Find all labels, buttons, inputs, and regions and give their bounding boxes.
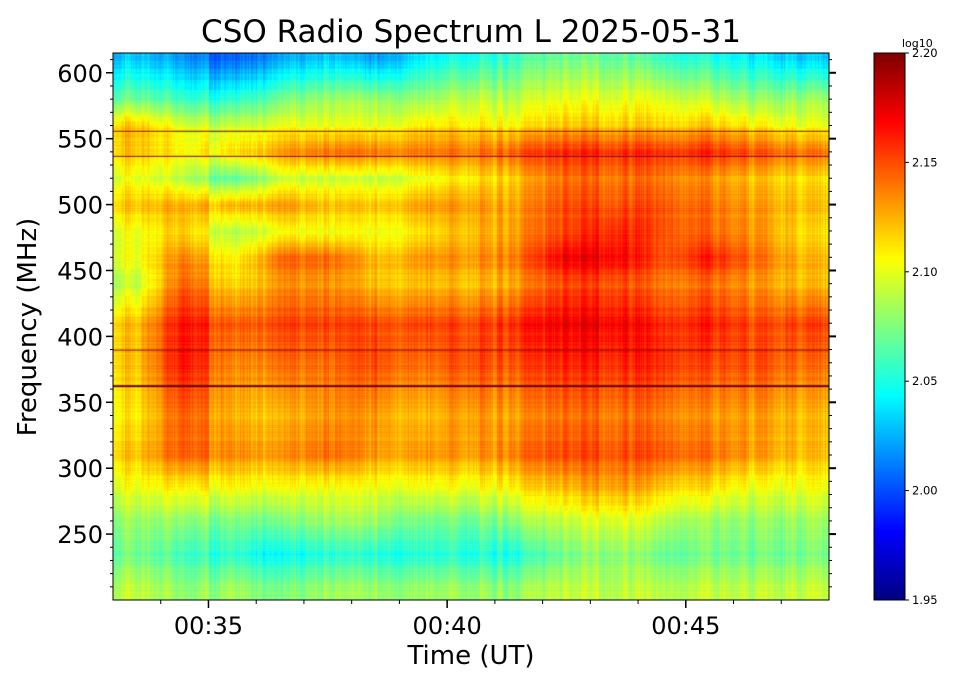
y-tick-label: 250 (57, 521, 103, 549)
colorbar-tick-label: 2.15 (912, 155, 938, 169)
y-tick-label: 550 (57, 126, 103, 154)
y-tick-label: 600 (57, 60, 103, 88)
colorbar-tick-label: 2.10 (912, 265, 938, 279)
colorbar-tick-label: 2.05 (912, 374, 938, 388)
x-tick-label: 00:40 (413, 612, 482, 640)
y-tick-label: 500 (57, 192, 103, 220)
y-axis-label: Frequency (MHz) (13, 217, 43, 437)
colorbar-tick-label: 1.95 (912, 593, 938, 607)
colorbar-tick-label: 2.00 (912, 484, 938, 498)
colorbar (874, 53, 905, 600)
y-tick-label: 450 (57, 257, 103, 285)
colorbar-frame (873, 52, 906, 601)
colorbar-tick-label: 2.20 (912, 46, 938, 60)
spectrogram-heatmap (113, 53, 829, 600)
colorbar-label: log10 (902, 37, 933, 50)
y-tick-label: 300 (57, 455, 103, 483)
y-tick-label: 400 (57, 323, 103, 351)
x-axis-label: Time (UT) (407, 641, 535, 671)
chart-title: CSO Radio Spectrum L 2025-05-31 (201, 14, 741, 50)
x-tick-label: 00:45 (651, 612, 720, 640)
x-tick-label: 00:35 (174, 612, 243, 640)
y-tick-label: 350 (57, 389, 103, 417)
plot-frame (112, 52, 830, 601)
